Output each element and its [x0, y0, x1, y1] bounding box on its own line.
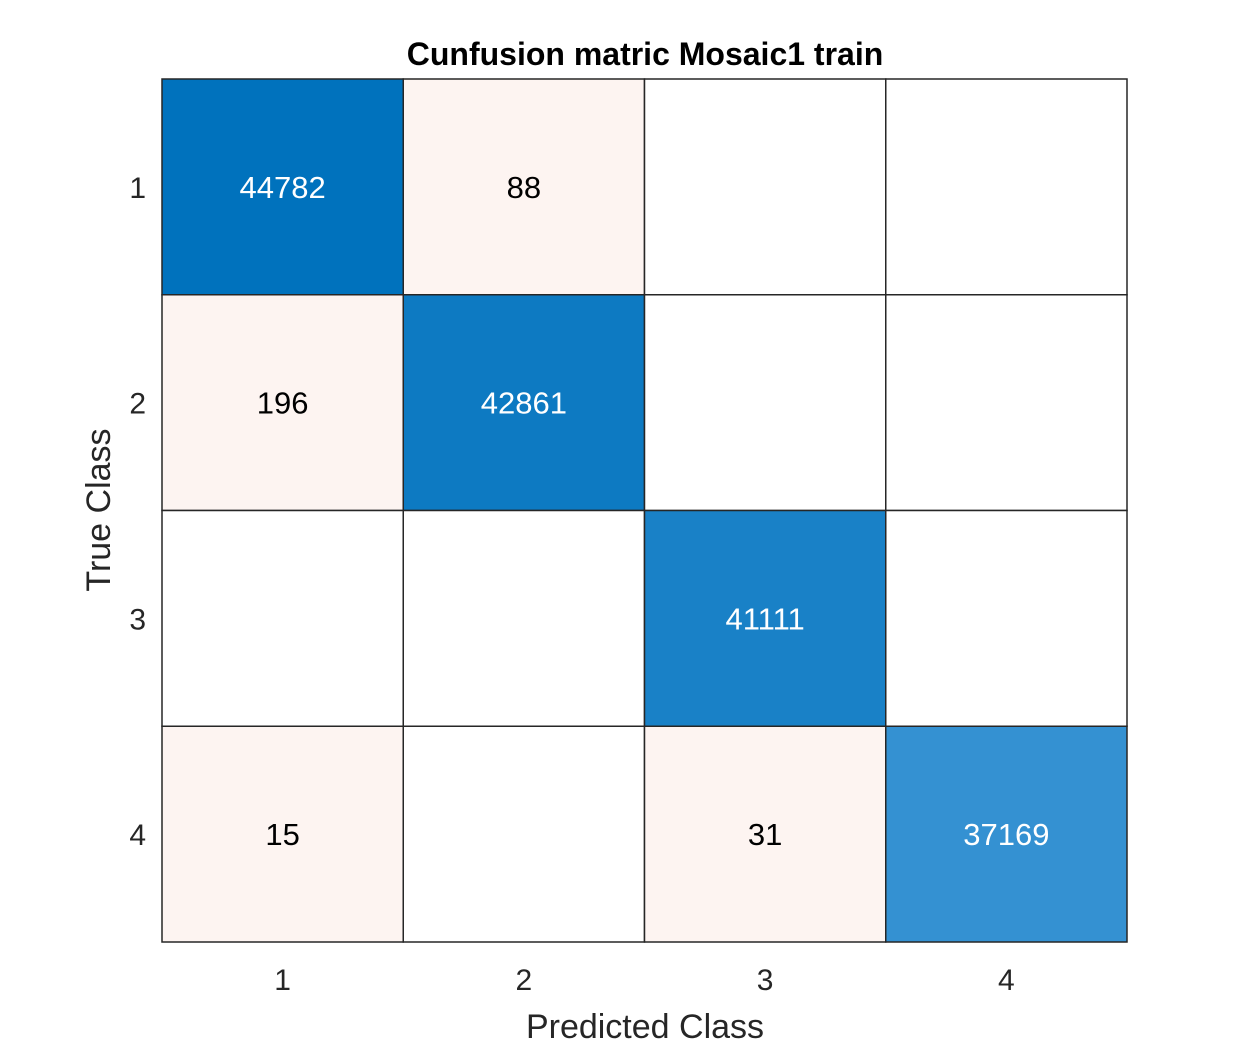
matrix-cell-r4-c1: [161, 725, 404, 943]
cell-value-r2-c1: 196: [257, 386, 309, 421]
matrix-cell-r2-c4: [885, 294, 1128, 512]
matrix-cell-r3-c3: [643, 509, 887, 727]
x-tick-label-4: 4: [998, 964, 1015, 997]
cells-layer: [161, 78, 1128, 943]
cell-value-r3-c3: 41111: [725, 601, 804, 636]
x-tick-label-2: 2: [516, 964, 533, 997]
matrix-cell-r4-c4: [885, 725, 1128, 943]
matrix-cell-r3-c1: [161, 509, 404, 727]
cell-value-r2-c2: 42861: [481, 386, 567, 421]
x-tick-label-1: 1: [274, 964, 291, 997]
cell-value-r4-c1: 15: [265, 817, 299, 852]
cell-value-r1-c2: 88: [507, 170, 541, 205]
matrix-cell-r3-c2: [402, 509, 646, 727]
matrix-cell-r1-c1: [161, 78, 404, 296]
y-tick-label-4: 4: [129, 819, 146, 852]
cell-value-r4-c3: 31: [748, 817, 782, 852]
matrix-cell-r4-c3: [643, 725, 887, 943]
y-tick-label-2: 2: [129, 388, 146, 421]
cell-value-r4-c4: 37169: [963, 817, 1049, 852]
matrix-cell-r1-c3: [643, 78, 887, 296]
y-axis-label: True Class: [80, 428, 118, 591]
y-tick-label-1: 1: [129, 172, 146, 205]
cell-labels-layer: 44782 88 196 42861 41111 15 31 37169: [240, 170, 1050, 852]
x-tick-label-3: 3: [757, 964, 774, 997]
matrix-cell-r1-c2: [402, 78, 646, 296]
x-axis-label: Predicted Class: [526, 1008, 764, 1046]
cell-value-r1-c1: 44782: [240, 170, 326, 205]
chart-title: Cunfusion matric Mosaic1 train: [407, 36, 884, 72]
matrix-cell-r2-c3: [643, 294, 887, 512]
tick-labels-layer: 1 2 3 4 1 2 3 4: [129, 172, 1014, 997]
matrix-cell-r1-c4: [885, 78, 1128, 296]
matrix-cell-r2-c1: [161, 294, 404, 512]
matrix-cell-r2-c2: [402, 294, 646, 512]
matrix-cell-r3-c4: [885, 509, 1128, 727]
y-tick-label-3: 3: [129, 603, 146, 636]
matrix-cell-r4-c2: [402, 725, 646, 943]
